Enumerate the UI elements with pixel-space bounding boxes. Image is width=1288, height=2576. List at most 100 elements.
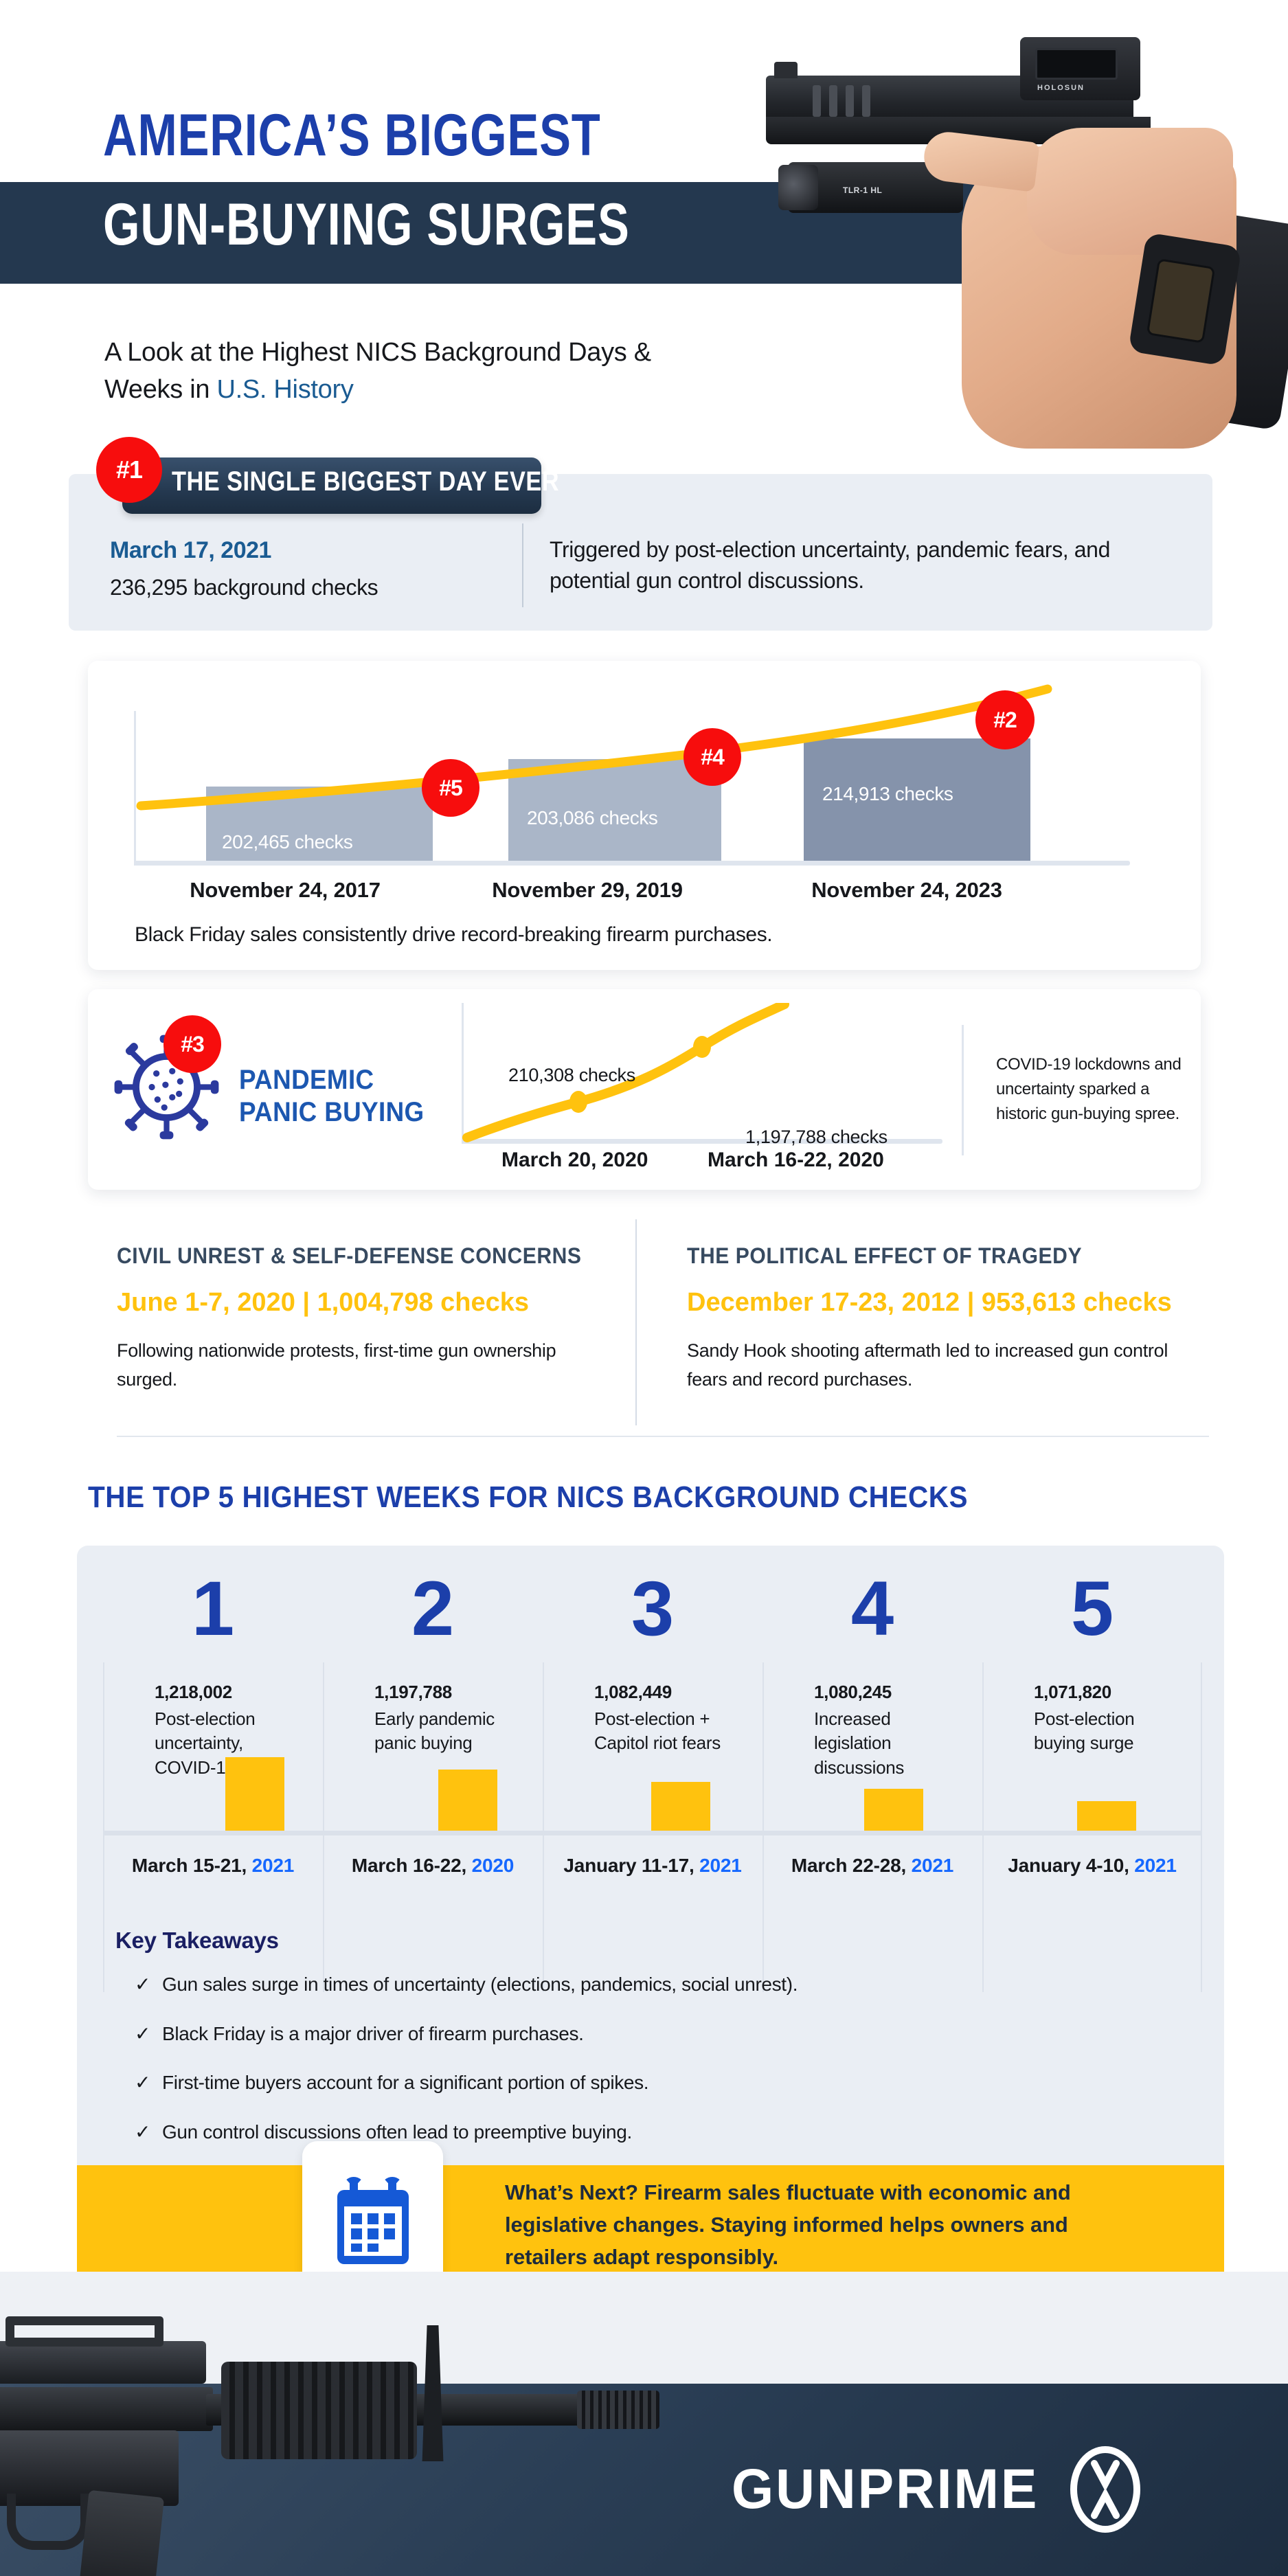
pandemic-card [88, 989, 1201, 1190]
divider [117, 1436, 1209, 1437]
top5-card [77, 1546, 1224, 2281]
top5-description: Early pandemic panic buying [374, 1708, 495, 1754]
subtitle-link[interactable]: U.S. History [216, 374, 354, 404]
civil-unrest-column: CIVIL UNREST & SELF-DEFENSE CONCERNS Jun… [117, 1243, 598, 1394]
top5-item-2: 2 1,197,788 Early pandemic panic buying [323, 1559, 543, 1992]
civil-unrest-stat: June 1-7, 2020 | 1,004,798 checks [117, 1288, 530, 1317]
pandemic-note: COVID-19 lockdowns and uncertainty spark… [996, 1055, 1182, 1123]
rank-number: 4 [850, 1566, 894, 1651]
top5-bar-2 [438, 1770, 497, 1834]
top5-item-1: 1 1,218,002 Post-election uncertainty, C… [103, 1559, 323, 1992]
pandemic-title-line-2: PANIC BUYING [239, 1097, 425, 1128]
biggest-day-checks: 236,295 background checks [110, 575, 379, 600]
political-effect-heading: THE POLITICAL EFFECT OF TRAGEDY [687, 1243, 1083, 1268]
bf-date-1: November 24, 2017 [190, 878, 381, 902]
top5-value: 1,197,788 [374, 1682, 452, 1702]
hero-header: HOLOSUN TLR-1 HL AMERICA’S BIGGEST GUN-B… [0, 0, 1288, 449]
key-takeaways-list: ✓ Gun sales surge in times of uncertaint… [135, 1973, 1096, 2169]
top5-bar-1 [225, 1757, 284, 1834]
check-icon: ✓ [135, 2121, 151, 2143]
check-icon: ✓ [135, 2072, 151, 2094]
top5-value: 1,080,245 [814, 1682, 892, 1702]
list-item: ✓ First-time buyers account for a signif… [135, 2071, 1096, 2094]
top5-bar-5 [1077, 1801, 1136, 1834]
bar-label-2019: 203,086 checks [527, 807, 658, 828]
top5-baseline [103, 1831, 1202, 1835]
civil-unrest-body: Following nationwide protests, first-tim… [117, 1340, 556, 1390]
whats-next-text: What’s Next? Firearm sales fluctuate wit… [505, 2180, 1071, 2270]
bf-date-2: November 29, 2019 [492, 878, 683, 902]
black-friday-date-labels: November 24, 2017 November 29, 2019 Nove… [134, 878, 1130, 903]
rank-badge-3: #3 [163, 1015, 221, 1073]
top5-date-1: March 15-21, 2021 [131, 1855, 295, 1876]
top5-item-4: 4 1,080,245 Increased legislation discus… [762, 1559, 982, 1992]
whats-next-banner [77, 2165, 1224, 2272]
top5-value: 1,071,820 [1034, 1682, 1111, 1702]
biggest-day-ribbon [122, 457, 541, 514]
top5-date-3: January 11-17, 2021 [563, 1855, 742, 1876]
top5-date-5: January 4-10, 2021 [1008, 1855, 1177, 1876]
top5-date-2: March 16-22, 2020 [351, 1855, 515, 1876]
list-item: ✓ Gun control discussions often lead to … [135, 2121, 1096, 2144]
crosshair-icon [1070, 2446, 1140, 2533]
top5-value: 1,082,449 [594, 1682, 672, 1702]
takeaway-text: First-time buyers account for a signific… [162, 2072, 649, 2094]
political-effect-column: THE POLITICAL EFFECT OF TRAGEDY December… [687, 1243, 1209, 1394]
pistol-photo: HOLOSUN TLR-1 HL [725, 12, 1288, 479]
suppressor [221, 2362, 417, 2459]
key-takeaways-title: Key Takeaways [115, 1928, 279, 1953]
top5-description: Post-election buying surge [1034, 1708, 1135, 1754]
bar-label-2023: 214,913 checks [822, 783, 953, 804]
biggest-day-ribbon-label: THE SINGLE BIGGEST DAY EVER [172, 466, 560, 497]
pandemic-title-line-1: PANDEMIC [239, 1065, 374, 1095]
political-effect-body: Sandy Hook shooting aftermath led to inc… [687, 1340, 1168, 1390]
page-title-line-1: AMERICA’S BIGGEST [103, 102, 601, 168]
rank-number: 5 [1070, 1566, 1114, 1651]
top5-date-labels: March 15-21, 2021 March 16-22, 2020 Janu… [103, 1855, 1202, 1877]
top5-title: THE TOP 5 HIGHEST WEEKS FOR NICS BACKGRO… [88, 1480, 969, 1514]
top5-item-5: 5 1,071,820 Post-election buying surge [982, 1559, 1202, 1992]
civil-unrest-heading: CIVIL UNREST & SELF-DEFENSE CONCERNS [117, 1243, 582, 1268]
chart-x-axis [134, 861, 1130, 866]
pandemic-week-date: March 16-22, 2020 [708, 1149, 884, 1171]
bf-date-3: November 24, 2023 [811, 878, 1002, 902]
pandemic-day-date: March 20, 2020 [501, 1149, 648, 1171]
page-title-line-2: GUN-BUYING SURGES [103, 192, 630, 258]
check-icon: ✓ [135, 2022, 151, 2044]
rank-number: 2 [411, 1566, 455, 1651]
brand-logo[interactable]: GUNPRIME [732, 2445, 1141, 2533]
biggest-day-description: Triggered by post-election uncertainty, … [550, 537, 1110, 594]
top5-description: Increased legislation discussions [814, 1708, 905, 1778]
chart-y-axis [134, 711, 136, 866]
calendar-icon [337, 2177, 409, 2264]
divider [635, 1219, 637, 1425]
pandemic-week-label: 1,197,788 checks [745, 1127, 888, 1147]
brand-logo-text: GUNPRIME [732, 2458, 1039, 2520]
top5-bars [103, 1752, 1202, 1834]
list-item: ✓ Gun sales surge in times of uncertaint… [135, 1973, 1096, 1996]
top5-description: Post-election uncertainty, COVID-19 [155, 1708, 256, 1778]
top5-bar-4 [864, 1789, 923, 1834]
rank-badge-2: #2 [975, 690, 1035, 749]
chart-x-axis [462, 1139, 942, 1144]
divider [962, 1025, 964, 1155]
black-friday-chart: 202,465 checks 203,086 checks 214,913 ch… [134, 684, 1130, 866]
takeaway-text: Gun control discussions often lead to pr… [162, 2121, 632, 2143]
biggest-day-date: March 17, 2021 [110, 537, 271, 563]
weapon-light-brand-label: TLR-1 HL [843, 185, 883, 195]
magazine [76, 2489, 165, 2576]
pandemic-chart [462, 1003, 942, 1144]
page-subtitle: A Look at the Highest NICS Background Da… [104, 335, 668, 409]
optic-brand-label: HOLOSUN [1037, 84, 1085, 92]
rank-number: 1 [191, 1566, 235, 1651]
top5-value: 1,218,002 [155, 1682, 232, 1702]
subtitle-text: A Look at the Highest NICS Background Da… [104, 338, 651, 404]
top5-description: Post-election + Capitol riot fears [594, 1708, 721, 1754]
takeaway-text: Black Friday is a major driver of firear… [162, 2022, 584, 2044]
rank-number: 3 [631, 1566, 675, 1651]
rank-badge-1: #1 [96, 437, 162, 503]
divider [522, 523, 523, 607]
pandemic-day-label: 210,308 checks [508, 1065, 635, 1085]
black-friday-note: Black Friday sales consistently drive re… [135, 923, 773, 946]
